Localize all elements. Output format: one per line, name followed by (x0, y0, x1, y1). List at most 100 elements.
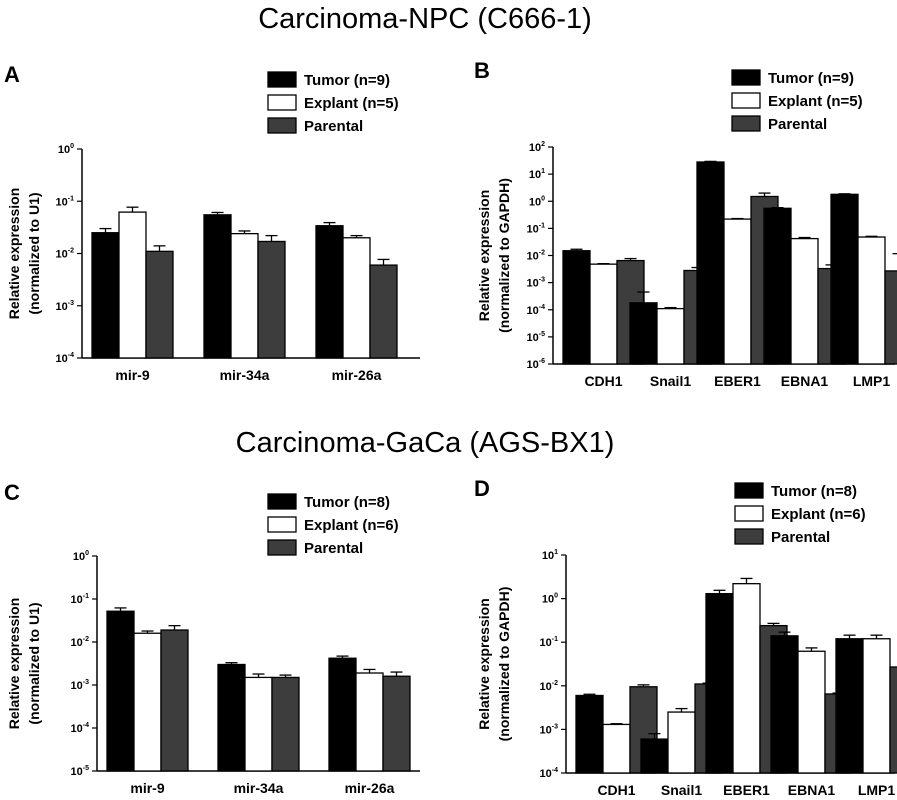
y-tick-label: 101 (542, 549, 558, 562)
bar-explant (790, 237, 819, 365)
panel-letter: A (4, 62, 20, 87)
legend-swatch-explant (267, 516, 297, 533)
bar-parental (257, 240, 286, 359)
x-category-label: mir-9 (130, 780, 164, 796)
bar-explant (244, 676, 273, 772)
bar-tumor (705, 592, 734, 774)
y-tick-label: 100 (73, 550, 89, 563)
legend-swatch-tumor (731, 69, 761, 86)
y-tick-exponent: -2 (83, 636, 89, 643)
legend-label-parental: Parental (768, 116, 827, 133)
x-category-label: mir-34a (234, 780, 284, 796)
bar-explant (133, 632, 162, 772)
x-category-label: mir-26a (332, 367, 382, 383)
x-category-label: EBER1 (714, 373, 761, 389)
y-tick-label: 10-2 (56, 248, 75, 261)
panel-letter: C (4, 480, 20, 505)
y-tick-exponent: -3 (552, 723, 558, 730)
chart-panel-c: C 100 10-1 10-2 10-3 10-4 10-5 Relative expres… (4, 480, 420, 796)
bar-tumor (770, 635, 799, 774)
bar-tumor (106, 610, 135, 772)
legend-label-tumor: Tumor (n=8) (304, 494, 390, 511)
legend-swatch-explant (734, 505, 764, 522)
panel-letter: B (474, 58, 490, 83)
bar-tumor (640, 738, 669, 774)
bar-explant (355, 672, 384, 772)
y-tick-label: 10-2 (71, 636, 90, 649)
bar-tumor (91, 232, 120, 359)
legend-swatch-parental (734, 528, 764, 545)
chart-panel-b: B 10210110010-110-210-310-410-510-6Relat… (474, 58, 897, 389)
bar-explant (602, 723, 631, 774)
legend-label-parental: Parental (304, 540, 363, 557)
bar-parental (160, 629, 189, 772)
y-tick-label: 100 (529, 195, 545, 208)
bar-parental (382, 675, 411, 772)
y-tick-exponent: -2 (539, 250, 545, 257)
bar-tumor (830, 193, 859, 365)
y-tick-label: 10-4 (71, 722, 90, 735)
y-tick-label: 100 (542, 593, 558, 606)
bar-explant (589, 263, 618, 365)
bar-tumor (203, 214, 232, 359)
y-tick-label: 10-6 (527, 358, 546, 371)
y-tick-exponent: 0 (554, 593, 558, 600)
y-tick-label: 10-2 (540, 680, 559, 693)
y-axis-label: Relative expression (6, 188, 22, 320)
y-tick-exponent: -4 (68, 352, 74, 359)
y-tick-exponent: -5 (83, 765, 89, 772)
y-tick-exponent: 2 (541, 141, 545, 148)
bar-explant (732, 583, 761, 774)
legend-label-explant: Explant (n=5) (304, 95, 399, 112)
legend-swatch-tumor (267, 493, 297, 510)
legend-label-explant: Explant (n=6) (304, 517, 399, 534)
x-category-label: mir-26a (345, 780, 395, 796)
bar-tumor (629, 302, 658, 365)
bar-explant (857, 236, 886, 365)
y-tick-label: 10-2 (527, 250, 546, 263)
legend-swatch-explant (731, 92, 761, 109)
legend-label-explant: Explant (n=5) (768, 93, 863, 110)
bar-parental (884, 270, 897, 365)
x-category-label: CDH1 (597, 782, 635, 798)
y-axis-label: Relative expression (476, 190, 492, 322)
x-category-label: LMP1 (853, 373, 891, 389)
x-category-label: EBNA1 (788, 782, 836, 798)
y-tick-exponent: -1 (552, 636, 558, 643)
chart-panel-a: A 100 10-1 10-2 10-3 10-4 Relative expression… (4, 62, 420, 383)
legend-label-explant: Explant (n=6) (771, 506, 866, 523)
y-axis-label-2: (normalized to U1) (26, 192, 42, 314)
legend-swatch-parental (731, 115, 761, 132)
bar-explant (723, 218, 752, 365)
legend-swatch-tumor (734, 482, 764, 499)
y-tick-exponent: -2 (552, 680, 558, 687)
section-title-gaca: Carcinoma-GaCa (AGS-BX1) (236, 427, 615, 459)
legend-label-tumor: Tumor (n=9) (768, 70, 854, 87)
bar-explant (862, 638, 891, 774)
y-tick-exponent: 1 (541, 168, 545, 175)
y-tick-label: 10-3 (540, 723, 559, 736)
y-tick-label: 10-1 (71, 593, 90, 606)
y-tick-exponent: -1 (83, 593, 89, 600)
bar-explant (118, 211, 147, 359)
section-title-npc: Carcinoma-NPC (C666-1) (258, 3, 592, 35)
y-tick-exponent: -1 (68, 195, 74, 202)
y-axis-label-2: (normalized to U1) (26, 602, 42, 724)
bar-tumor (696, 161, 725, 365)
y-tick-label: 102 (529, 141, 545, 154)
legend-swatch-parental (267, 539, 297, 556)
y-tick-exponent: -2 (68, 248, 74, 255)
x-category-label: EBNA1 (781, 373, 829, 389)
y-tick-label: 10-4 (56, 352, 75, 365)
y-tick-exponent: 1 (554, 549, 558, 556)
bar-parental (271, 676, 300, 772)
y-tick-label: 101 (529, 168, 545, 181)
legend-label-tumor: Tumor (n=9) (304, 72, 390, 89)
y-tick-label: 100 (58, 143, 74, 156)
bar-tumor (562, 250, 591, 365)
bar-tumor (315, 225, 344, 359)
y-axis-label: Relative expression (6, 598, 22, 730)
bar-explant (797, 650, 826, 774)
legend-label-tumor: Tumor (n=8) (771, 483, 857, 500)
